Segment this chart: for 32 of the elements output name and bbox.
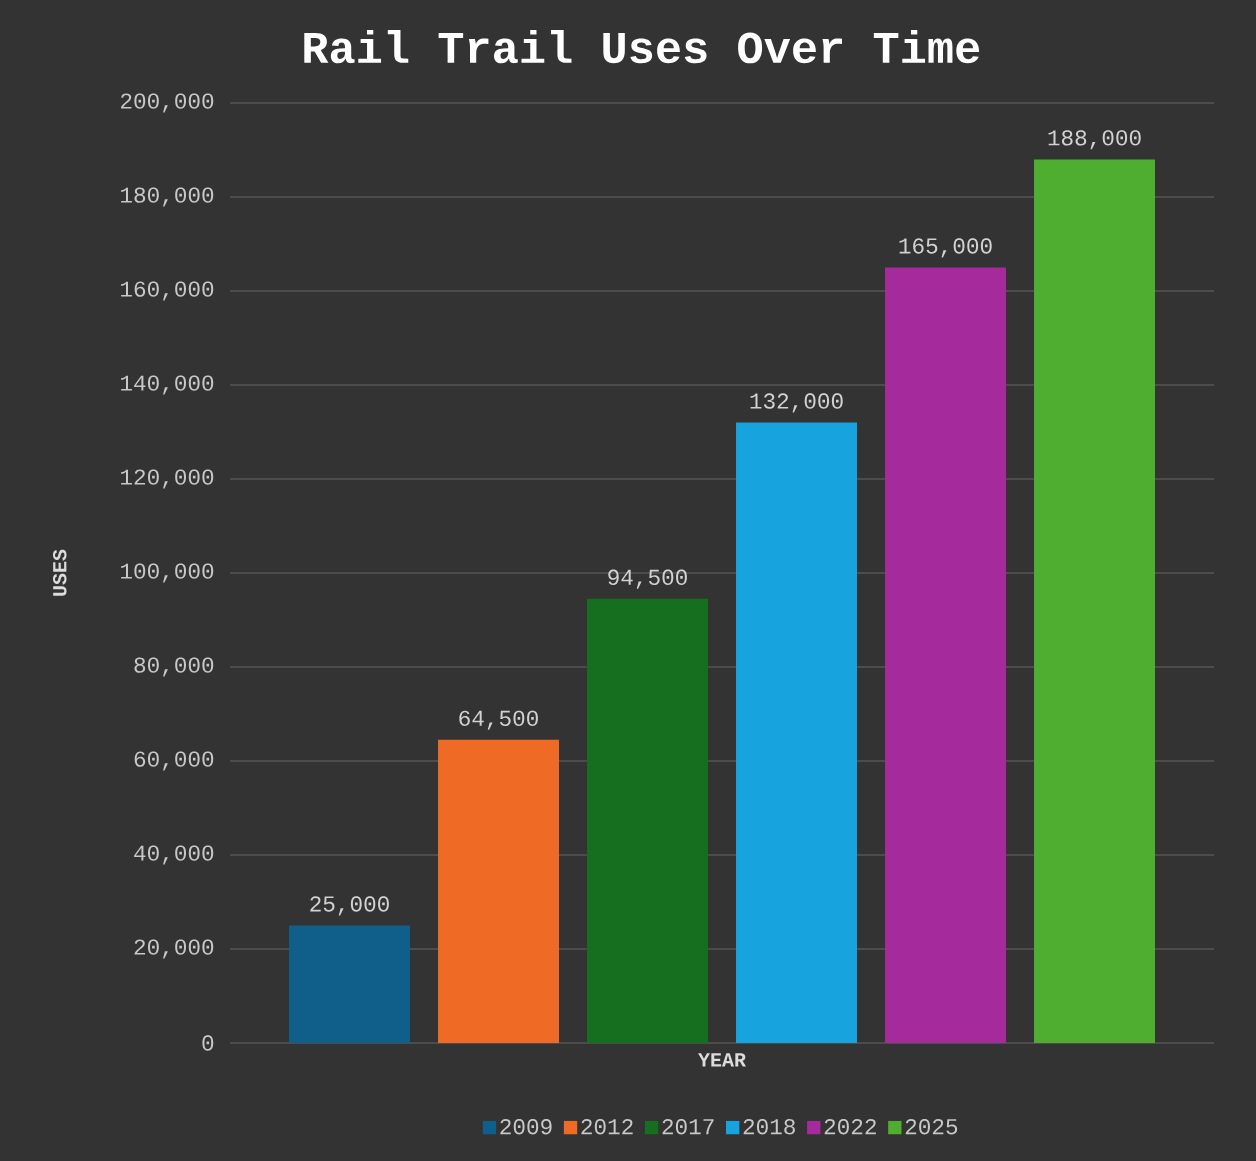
legend-label: 2018 xyxy=(743,1119,795,1135)
legend-label: 2025 xyxy=(905,1119,958,1135)
y-tick-label: 0 xyxy=(202,1035,214,1051)
y-tick-label: 20,000 xyxy=(134,939,214,959)
data-label: 25,000 xyxy=(310,896,389,916)
bar xyxy=(885,267,1007,1043)
y-tick-label: 40,000 xyxy=(134,845,214,865)
x-axis-title: YEAR xyxy=(698,1053,746,1067)
legend-label: 2009 xyxy=(500,1119,552,1135)
bar xyxy=(736,422,858,1043)
data-label: 64,500 xyxy=(459,710,538,730)
y-tick-label: 120,000 xyxy=(121,469,214,489)
y-tick-label: 180,000 xyxy=(121,187,214,207)
bar xyxy=(289,925,411,1043)
data-label: 165,000 xyxy=(899,238,992,258)
data-label: 188,000 xyxy=(1048,130,1141,150)
bar xyxy=(438,739,560,1043)
legend-label: 2012 xyxy=(581,1119,633,1135)
y-tick-label: 80,000 xyxy=(134,657,214,677)
chart-title: Rail Trail Uses Over Time xyxy=(304,30,980,64)
y-tick-label: 60,000 xyxy=(134,751,214,771)
y-tick-label: 160,000 xyxy=(121,281,214,301)
bar xyxy=(1034,159,1156,1043)
data-label: 94,500 xyxy=(608,569,687,589)
y-tick-label: 140,000 xyxy=(121,375,214,395)
data-label: 132,000 xyxy=(750,393,843,413)
legend-label: 2017 xyxy=(662,1119,714,1135)
bar xyxy=(587,598,709,1043)
legend-label: 2022 xyxy=(824,1119,876,1135)
y-tick-label: 200,000 xyxy=(121,93,214,113)
y-tick-label: 100,000 xyxy=(121,563,214,583)
y-axis-title: USES xyxy=(52,549,67,596)
